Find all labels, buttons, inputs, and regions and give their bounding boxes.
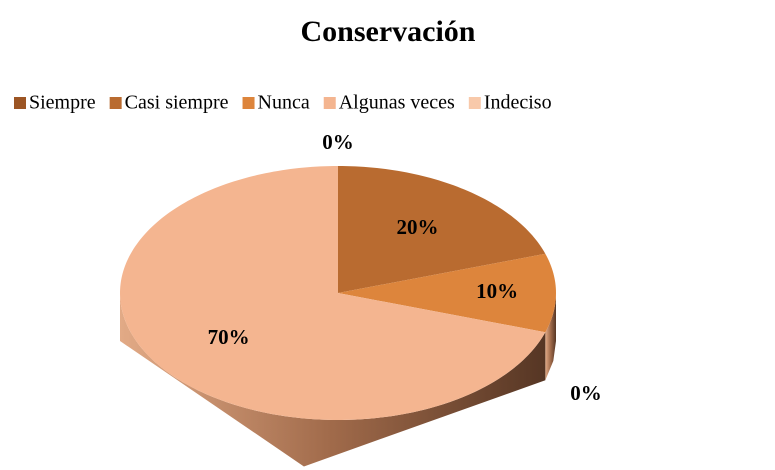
slice (338, 253, 556, 333)
legend-swatch (242, 97, 255, 109)
data-label: 10% (476, 279, 518, 303)
chart-title: Conservación (301, 15, 476, 48)
legend-swatch (468, 97, 481, 109)
legend-label: Siempre (29, 92, 96, 114)
legend-swatch (323, 97, 336, 109)
legend-swatch (14, 97, 26, 109)
data-label: 20% (396, 215, 438, 239)
legend-label: Indeciso (484, 92, 552, 114)
data-label: 0% (322, 130, 354, 154)
slice (338, 166, 546, 293)
legend-label: Algunas veces (339, 92, 455, 114)
legend-label: Casi siempre (125, 92, 229, 114)
data-label: 70% (208, 325, 250, 349)
data-label: 0% (570, 381, 602, 405)
legend-swatch (109, 97, 122, 109)
legend-label: Nunca (258, 92, 310, 114)
slice (120, 166, 546, 420)
slice-side (120, 293, 546, 467)
slice-side (545, 293, 556, 381)
